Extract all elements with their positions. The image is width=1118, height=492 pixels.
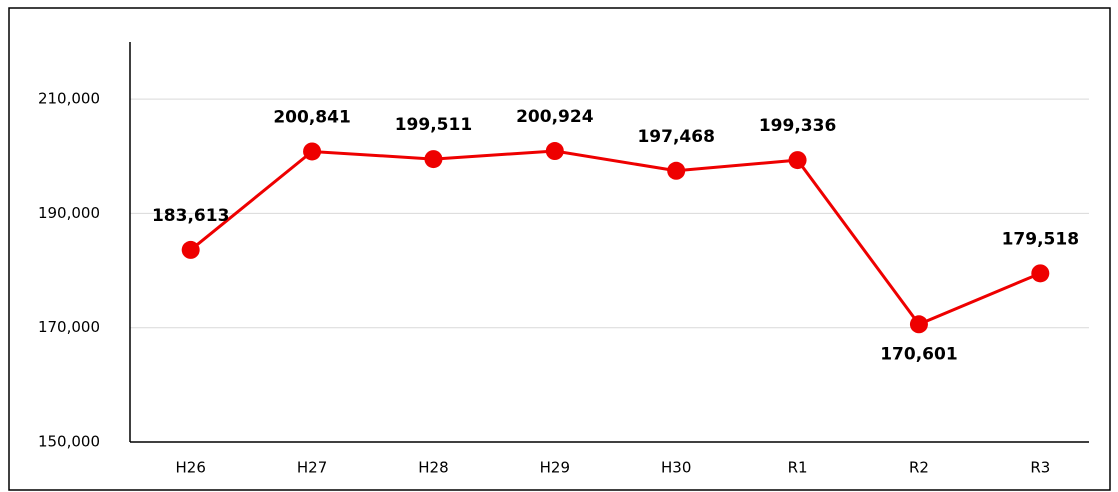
marker xyxy=(424,150,443,169)
marker xyxy=(909,315,928,334)
marker xyxy=(667,161,686,180)
x-tick-label: R2 xyxy=(909,459,929,477)
x-tick-label: H28 xyxy=(418,459,448,477)
x-tick-label: H29 xyxy=(540,459,570,477)
marker xyxy=(788,151,807,170)
data-label: 200,841 xyxy=(273,107,350,127)
line xyxy=(189,149,1041,327)
data-label: 199,336 xyxy=(759,116,836,136)
marker xyxy=(303,142,322,161)
x-tick-label: H30 xyxy=(661,459,691,477)
y-tick-label: 150,000 xyxy=(38,433,100,451)
y-tick-label: 210,000 xyxy=(38,90,100,108)
x-tick-label: H26 xyxy=(176,459,206,477)
data-label: 200,924 xyxy=(516,107,594,127)
data-label: 170,601 xyxy=(880,344,957,364)
data-label: 183,613 xyxy=(152,206,229,226)
marker xyxy=(545,142,564,161)
data-label: 199,511 xyxy=(395,115,472,135)
chart-frame xyxy=(8,7,1111,491)
data-label: 197,468 xyxy=(637,127,714,147)
x-tick-label: R3 xyxy=(1030,459,1050,477)
y-tick-label: 170,000 xyxy=(38,318,100,336)
marker xyxy=(1031,264,1050,283)
y-tick-label: 190,000 xyxy=(38,204,100,222)
x-tick-label: H27 xyxy=(297,459,327,477)
x-tick-label: R1 xyxy=(788,459,808,477)
data-label: 179,518 xyxy=(1002,229,1079,249)
marker xyxy=(181,240,200,259)
